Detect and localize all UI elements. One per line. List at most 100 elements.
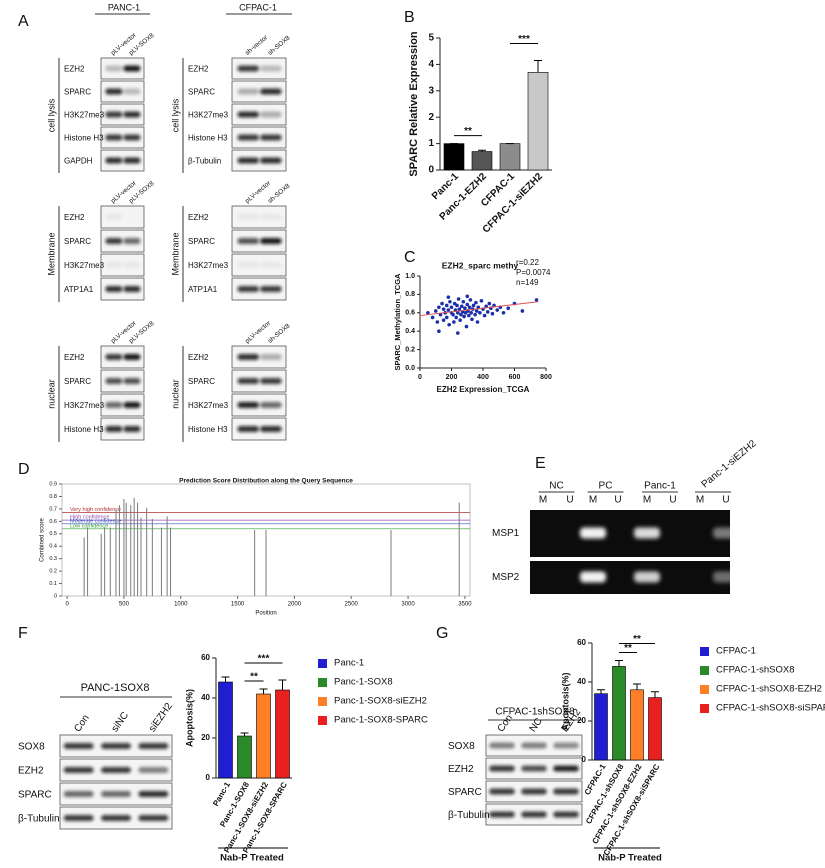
point: [448, 299, 452, 304]
stat-label: r=0.22: [516, 258, 539, 267]
lane-label: siEZH2: [147, 701, 175, 735]
blot-title: CFPAC-1shSOX8: [495, 707, 575, 718]
bar: [527, 72, 549, 171]
threshold-label: Moderate confidence: [70, 518, 121, 524]
band: [237, 157, 259, 164]
point: [468, 298, 473, 302]
band: [237, 238, 259, 244]
y-tick-label: 60: [577, 638, 586, 647]
point: [456, 311, 460, 315]
row-label: H3K27me3: [188, 401, 229, 410]
x-axis-label: Position: [255, 611, 276, 617]
error-bar: [478, 149, 486, 152]
trend-line: [419, 301, 539, 317]
band: [260, 286, 282, 292]
band: [105, 286, 123, 292]
legend-swatch: [700, 647, 709, 656]
band: [553, 811, 579, 818]
band: [138, 767, 169, 773]
band: [260, 238, 282, 244]
point: [474, 309, 479, 313]
gel-row-label: MSP2: [492, 572, 520, 583]
row-label: EZH2: [188, 353, 209, 362]
x-tick-label: 3000: [401, 602, 415, 608]
row-label: SPARC: [188, 88, 215, 97]
band: [105, 238, 123, 244]
gel: [530, 510, 730, 557]
band: [260, 214, 282, 220]
y-tick-label: 0: [54, 593, 57, 599]
gel-group: PC: [599, 481, 613, 492]
point: [462, 314, 466, 319]
band: [105, 111, 123, 118]
band: [63, 743, 94, 749]
row-label: SOX8: [18, 742, 45, 753]
legend-swatch: [700, 685, 709, 694]
band: [237, 65, 259, 72]
panel-letter: F: [18, 625, 28, 642]
y-tick-label: 40: [577, 677, 586, 686]
gel-lane: M: [589, 495, 597, 506]
x-axis-label: Nab-P Treated: [598, 853, 662, 864]
stat-label: P=0.0074: [516, 268, 551, 277]
band: [105, 157, 123, 164]
row-label: H3K27me3: [64, 261, 105, 270]
legend-swatch: [318, 697, 327, 706]
band: [521, 811, 547, 818]
point: [473, 312, 477, 317]
y-tick-label: 0.5: [49, 531, 57, 537]
point: [490, 311, 495, 316]
band: [123, 286, 141, 292]
y-tick-label: 0.6: [405, 310, 415, 317]
significance-label: **: [624, 643, 632, 654]
point: [495, 308, 499, 312]
y-tick-label: 0.1: [49, 581, 57, 587]
band: [237, 134, 259, 141]
y-tick-label: 0.4: [405, 328, 415, 335]
gel-group: Panc-1-siEZH2: [700, 438, 759, 490]
side-label: cell lysis: [46, 98, 56, 132]
y-tick-label: 3: [428, 85, 434, 96]
y-tick-label: 0: [428, 165, 434, 176]
row-label: Histone H3: [188, 425, 228, 434]
y-tick-label: 60: [201, 653, 210, 662]
row-label: SOX8: [448, 741, 475, 752]
y-axis-label: Apoptosis(%): [184, 689, 194, 747]
band: [123, 378, 141, 384]
legend-swatch: [700, 666, 709, 675]
lane-label: Con: [72, 713, 92, 734]
gel-group: NC: [549, 481, 563, 492]
x-tick-label: 400: [477, 374, 489, 381]
y-tick-label: 20: [577, 716, 586, 725]
point: [469, 311, 473, 315]
panel-letter: G: [436, 625, 448, 642]
row-label: SPARC: [188, 377, 215, 386]
point: [456, 331, 460, 335]
band: [521, 765, 547, 772]
y-tick-label: 0.9: [49, 481, 57, 487]
y-axis-label: Combined score: [40, 517, 46, 561]
band: [63, 815, 94, 821]
legend-label: CFPAC-1-shSOX8-siSPARC: [716, 703, 825, 714]
point: [440, 301, 444, 306]
band: [237, 354, 259, 360]
row-label: EZH2: [64, 353, 85, 362]
blot-title: PANC-1SOX8: [81, 682, 150, 694]
band: [101, 815, 131, 821]
band: [123, 262, 141, 268]
panel-letter: D: [18, 461, 30, 478]
point: [487, 301, 492, 306]
point: [465, 294, 470, 299]
point: [454, 315, 459, 320]
y-tick-label: 1.0: [405, 273, 415, 280]
band: [489, 742, 515, 749]
point: [482, 313, 487, 318]
point: [465, 302, 470, 307]
gel-row-label: MSP1: [492, 528, 520, 539]
lane-label: siNC: [110, 710, 131, 734]
x-axis-label: Nab-P Treated: [220, 853, 284, 864]
error-bar: [633, 683, 641, 690]
x-tick-label: 600: [509, 374, 521, 381]
band: [260, 262, 282, 268]
band: [105, 214, 123, 220]
